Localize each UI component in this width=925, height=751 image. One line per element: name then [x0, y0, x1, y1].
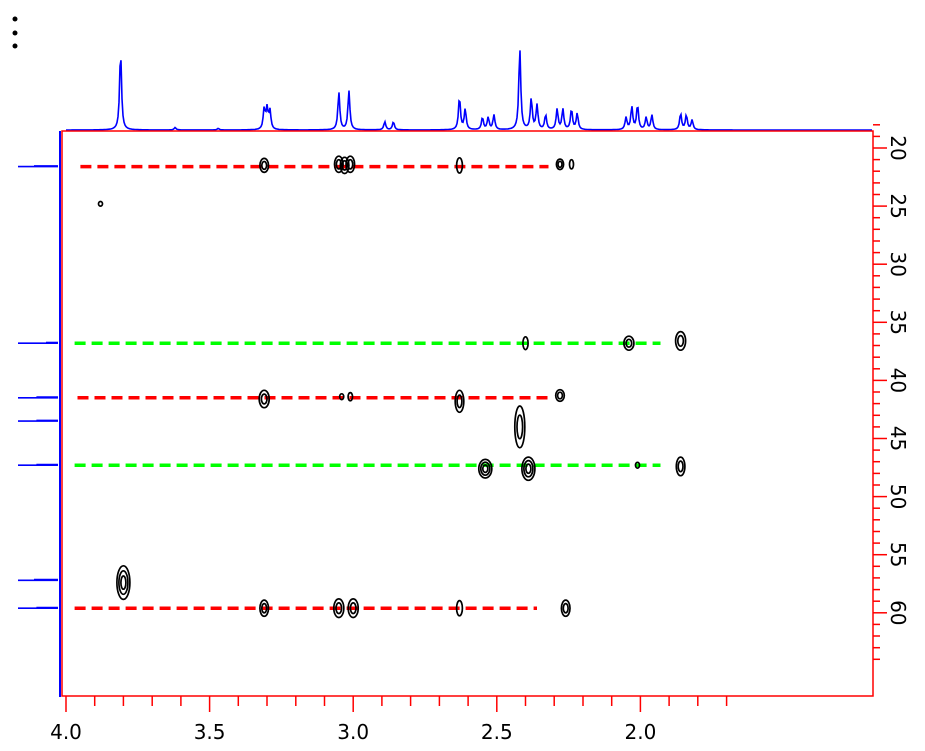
- cross-peak: [623, 335, 635, 352]
- contour-level: [568, 158, 575, 170]
- cross-peak: [477, 458, 493, 479]
- y-axis: 20 25 30 35 40 45 50 55 60: [873, 124, 910, 661]
- contour-level: [335, 602, 343, 615]
- contour-level: [259, 157, 270, 174]
- y-tick-label: 55: [886, 542, 910, 567]
- cross-peak: [568, 158, 575, 170]
- x-tick-label: 3.5: [194, 720, 226, 744]
- f2-projection-spectrum: [66, 50, 872, 131]
- contour-level: [97, 200, 104, 207]
- cross-peaks: [97, 155, 687, 619]
- contour-level: [347, 598, 360, 619]
- corner-marks: [12, 16, 18, 49]
- contour-level: [560, 599, 571, 618]
- contour-level: [455, 156, 464, 174]
- x-tick-label: 2.0: [624, 720, 656, 744]
- plot-frame: [61, 130, 874, 697]
- f1-projection-spectrum: [18, 165, 58, 610]
- cross-peak: [554, 388, 566, 403]
- cross-peak: [560, 599, 571, 618]
- cross-peak: [522, 335, 529, 351]
- contour-level: [675, 456, 686, 477]
- cross-peak: [339, 156, 350, 175]
- contour-level: [479, 461, 491, 477]
- y-tick-label: 40: [886, 368, 910, 393]
- x-tick-label: 2.5: [481, 720, 513, 744]
- contour-level: [120, 575, 127, 591]
- cross-peak: [259, 599, 270, 618]
- cross-peak: [555, 158, 565, 171]
- contour-level: [521, 456, 536, 482]
- contour-level: [455, 599, 464, 617]
- contour-level: [556, 391, 564, 400]
- contour-level: [349, 602, 357, 615]
- contour-level: [516, 414, 524, 440]
- contour-level: [456, 394, 463, 409]
- contour-level: [259, 599, 270, 618]
- contour-level: [335, 158, 343, 170]
- y-tick-label: 30: [886, 251, 910, 276]
- y-tick-label: 50: [886, 484, 910, 509]
- contour-level: [525, 463, 532, 475]
- cross-peak: [455, 599, 464, 617]
- cross-peak: [675, 456, 686, 477]
- cross-peak: [455, 156, 464, 174]
- cross-peak: [258, 389, 271, 409]
- contour-level: [345, 155, 356, 174]
- cross-peak: [634, 461, 641, 469]
- cross-peak: [513, 405, 526, 449]
- cross-peak: [97, 200, 104, 207]
- contour-level: [555, 158, 565, 171]
- contour-level: [481, 464, 489, 474]
- cross-peak: [347, 598, 360, 619]
- contour-level: [674, 330, 687, 352]
- contour-level: [260, 160, 268, 171]
- contour-level: [341, 159, 348, 171]
- contour-level: [118, 570, 129, 596]
- x-axis: 4.0 3.5 3.0 2.5 2.0: [50, 696, 728, 744]
- contour-level: [333, 155, 344, 174]
- y-tick-label: 45: [886, 426, 910, 451]
- contour-level: [677, 460, 684, 473]
- y-tick-label: 60: [886, 600, 910, 625]
- contour-level: [260, 602, 268, 614]
- contour-level: [625, 338, 633, 348]
- contour-level: [332, 598, 345, 619]
- contour-level: [339, 156, 350, 175]
- contour-level: [562, 602, 569, 614]
- x-tick-label: 3.0: [337, 720, 369, 744]
- contour-level: [477, 458, 493, 479]
- cross-peak: [345, 155, 356, 174]
- correlation-lines: [74, 164, 661, 610]
- contour-level: [634, 461, 641, 469]
- contour-level: [522, 335, 529, 351]
- contour-level: [338, 392, 345, 401]
- cross-peak: [347, 391, 354, 402]
- contour-level: [258, 389, 271, 409]
- contour-level: [454, 389, 465, 414]
- cross-peak: [116, 564, 131, 601]
- y-tick-label: 35: [886, 310, 910, 335]
- cross-peak: [674, 330, 687, 352]
- y-tick-label: 25: [886, 193, 910, 218]
- cross-peak: [332, 598, 345, 619]
- contour-level: [347, 158, 354, 170]
- cross-peak: [521, 456, 536, 482]
- contour-level: [116, 564, 131, 601]
- y-tick-label: 20: [886, 135, 910, 160]
- cross-peak: [454, 389, 465, 414]
- cross-peak: [333, 155, 344, 174]
- contour-level: [554, 388, 566, 403]
- cross-peak: [338, 392, 345, 401]
- contour-level: [557, 160, 563, 169]
- contour-level: [260, 393, 268, 405]
- contour-level: [676, 334, 685, 348]
- x-tick-label: 4.0: [50, 720, 82, 744]
- contour-level: [623, 335, 635, 352]
- cross-peak: [259, 157, 270, 174]
- contour-level: [523, 459, 534, 478]
- contour-level: [347, 391, 354, 402]
- contour-level: [513, 405, 526, 449]
